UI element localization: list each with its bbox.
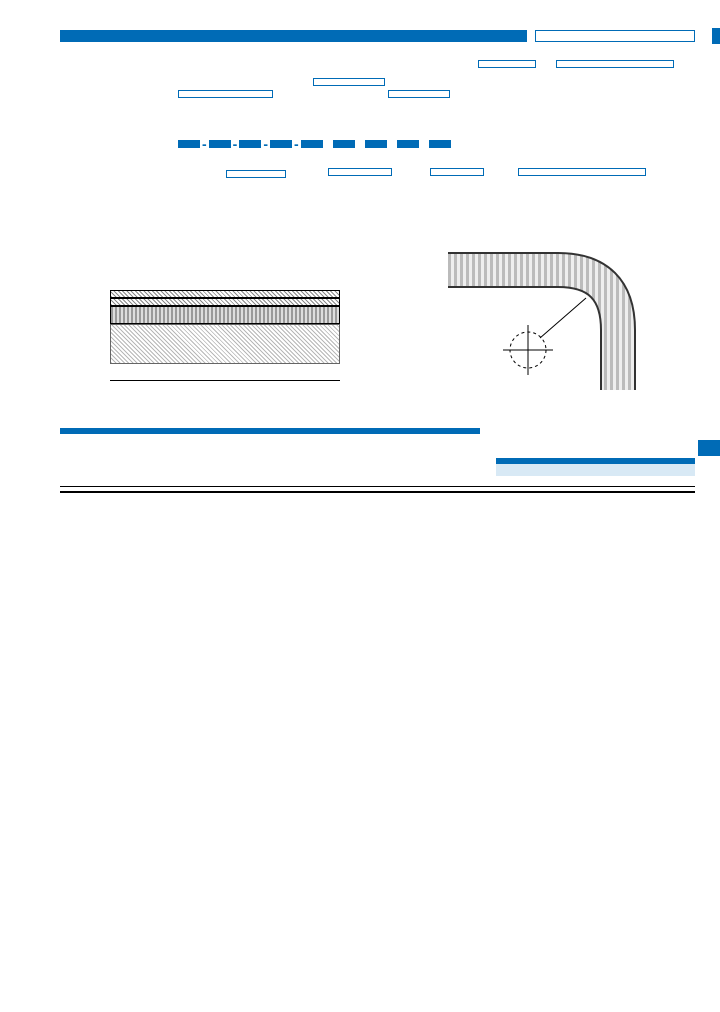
footer-addr	[60, 491, 695, 496]
box-convolution	[328, 168, 392, 176]
app-notes-body	[496, 464, 695, 476]
box-material	[478, 60, 536, 68]
diagram-cross-section	[60, 250, 368, 420]
box-class	[313, 78, 385, 86]
footer	[60, 486, 695, 497]
box-outer-shield	[556, 60, 674, 68]
logo	[535, 30, 695, 42]
box-basic	[226, 170, 286, 178]
table-wrap	[60, 428, 480, 440]
section-letter	[698, 440, 720, 456]
chip-b	[333, 140, 355, 148]
part-label	[60, 60, 170, 240]
app-notes	[496, 428, 695, 476]
inner-shield-graphic	[110, 298, 340, 306]
diagram-bend	[388, 250, 696, 420]
chip-102	[209, 140, 231, 148]
chip-row: - - - -	[178, 136, 451, 152]
cutaway-graphic	[110, 324, 340, 364]
title-box	[60, 30, 527, 42]
chip-t	[397, 140, 419, 148]
chip-c2	[270, 140, 292, 148]
part-builder: - - - -	[178, 60, 695, 240]
box-product-series	[178, 90, 273, 98]
chip-c1	[239, 140, 261, 148]
box-tubing-size	[388, 90, 450, 98]
box-color	[430, 168, 484, 176]
table-note	[60, 434, 480, 440]
chip-16	[301, 140, 323, 148]
tubing-graphic	[110, 306, 340, 324]
chip-h	[429, 140, 451, 148]
box-inner-shield	[518, 168, 646, 176]
side-tab	[712, 28, 720, 44]
header	[60, 30, 695, 42]
outer-shield-graphic	[110, 290, 340, 298]
chip-121	[178, 140, 200, 148]
chip-k	[365, 140, 387, 148]
bend-graphic	[388, 250, 668, 410]
